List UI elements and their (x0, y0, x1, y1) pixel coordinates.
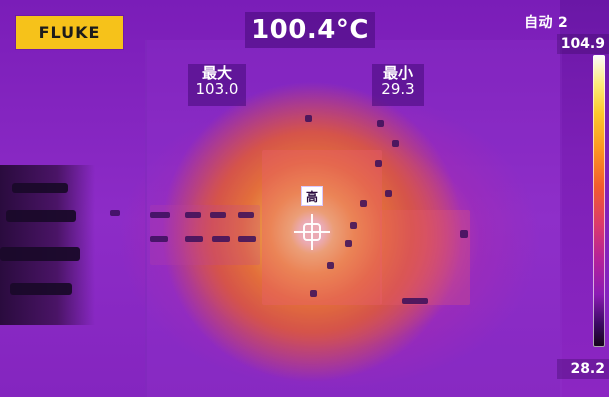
max-temperature-label: 最大 103.0 (188, 64, 246, 106)
scale-bottom-bg (557, 359, 609, 379)
component-dot (238, 212, 254, 218)
fluke-logo: FLUKE (16, 16, 123, 49)
scale-top-value: 104.9 (560, 36, 605, 52)
hot-marker-text: 高 (305, 189, 318, 204)
component-dot (238, 236, 256, 242)
headline-temperature: 100.4°C (245, 12, 375, 48)
cable-3 (0, 247, 80, 261)
left-cable-area (0, 165, 95, 325)
crosshair-vertical (311, 214, 313, 250)
crosshair-icon (294, 214, 330, 250)
max-value: 103.0 (195, 79, 239, 98)
min-value: 29.3 (381, 79, 415, 98)
mode-label: 自动 2 (524, 15, 568, 31)
cable-1 (12, 183, 68, 193)
cable-2 (6, 210, 76, 222)
component-dot (305, 115, 312, 122)
brand-text: FLUKE (38, 23, 101, 42)
component-dot (212, 236, 230, 242)
component-dot (402, 298, 428, 304)
component-dot (185, 236, 203, 242)
component-dot (377, 120, 384, 127)
component-dot (150, 212, 170, 218)
hot-pad-1 (262, 150, 382, 305)
component-dot (360, 200, 367, 207)
component-dot (460, 230, 468, 238)
hot-marker: 高 (301, 186, 323, 206)
max-title: 最大 (201, 64, 232, 82)
component-dot (345, 240, 352, 247)
colorbar (593, 55, 605, 347)
component-dot (150, 236, 168, 242)
component-dot (350, 222, 357, 229)
scale-top-bg (557, 34, 609, 54)
hot-pad-2 (380, 210, 470, 305)
component-dot (385, 190, 392, 197)
min-temperature-label: 最小 29.3 (372, 64, 424, 106)
component-dot (392, 140, 399, 147)
component-dot (110, 210, 120, 216)
crosshair-ring (303, 223, 321, 241)
temperature-scale: 104.9 28.2 (557, 0, 609, 397)
component-dot (210, 212, 226, 218)
min-title: 最小 (382, 64, 413, 82)
headline-temperature-text: 100.4°C (251, 15, 369, 45)
cable-4 (10, 283, 72, 295)
component-dot (185, 212, 201, 218)
scale-bottom-value: 28.2 (570, 361, 605, 377)
component-dot (327, 262, 334, 269)
component-dot (310, 290, 317, 297)
component-dot (375, 160, 382, 167)
